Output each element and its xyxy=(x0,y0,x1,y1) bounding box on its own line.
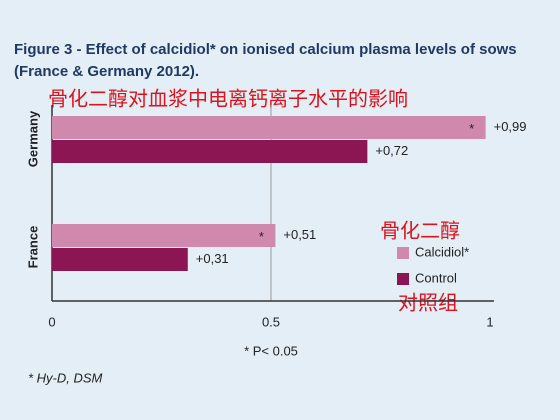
x-tick-label: 0 xyxy=(48,314,55,329)
significance-marker: * xyxy=(469,121,474,136)
y-tick-label: Germany xyxy=(25,110,40,167)
chart-subtitle: (France & Germany 2012). xyxy=(14,63,199,80)
footnote: * Hy-D, DSM xyxy=(28,370,103,385)
overlay-legend-note: 骨化二醇 xyxy=(380,219,460,243)
legend-label: Calcidiol* xyxy=(415,244,469,259)
bar xyxy=(52,140,368,163)
value-label: +0,99 xyxy=(494,119,527,134)
y-tick-label: France xyxy=(25,226,40,269)
overlay-caption: 骨化二醇对血浆中电离钙离子水平的影响 xyxy=(48,87,408,111)
x-axis-label: * P< 0.05 xyxy=(244,343,298,358)
bar xyxy=(52,248,188,271)
x-tick-label: 1 xyxy=(486,314,493,329)
bar xyxy=(52,224,276,247)
bar xyxy=(52,116,486,139)
value-label: +0,72 xyxy=(375,143,408,158)
chart-title: Figure 3 - Effect of calcidiol* on ionis… xyxy=(14,41,517,58)
x-tick-label: 0.5 xyxy=(262,314,280,329)
significance-marker: * xyxy=(259,229,264,244)
value-label: +0,51 xyxy=(283,227,316,242)
legend-swatch xyxy=(397,273,409,285)
legend-label: Control xyxy=(415,270,457,285)
value-label: +0,31 xyxy=(196,251,229,266)
overlay-legend-note: 对照组 xyxy=(398,291,458,315)
legend-swatch xyxy=(397,247,409,259)
